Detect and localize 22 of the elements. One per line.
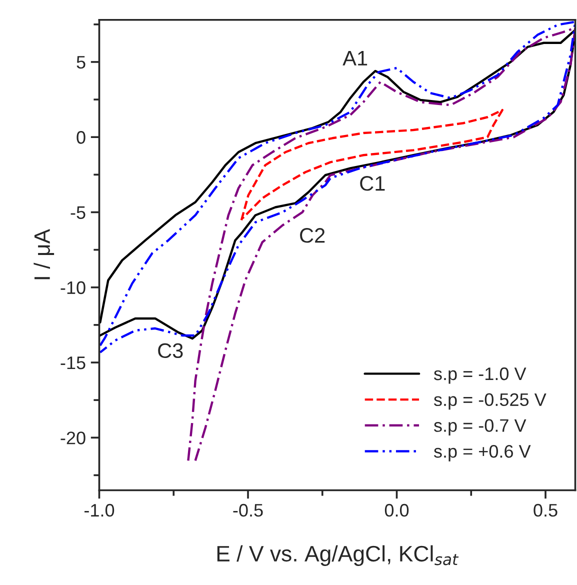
line-series bbox=[187, 26, 576, 462]
y-tick-label: 5 bbox=[76, 56, 86, 69]
x-axis-title: E / V vs. Ag/AgCl, KCl$_{sat}$ bbox=[217, 545, 459, 566]
x-tick-label: -0.5 bbox=[233, 504, 263, 517]
y-tick-label: -20 bbox=[60, 432, 86, 444]
legend-label: s.p = -1.0 V bbox=[434, 367, 526, 384]
x-tick-label: 0.0 bbox=[384, 504, 409, 517]
y-tick-label: 0 bbox=[76, 131, 86, 144]
annotation: C1 bbox=[360, 176, 385, 191]
legend-label: s.p = -0.525 V bbox=[434, 393, 546, 410]
y-tick-label: -15 bbox=[60, 356, 86, 370]
annotation: C2 bbox=[300, 228, 325, 243]
y-tick-label: -5 bbox=[70, 206, 86, 219]
line-series bbox=[240, 108, 504, 222]
y-axis-title: I / μA bbox=[34, 228, 54, 280]
annotation: A1 bbox=[342, 51, 368, 66]
legend-label: s.p = -0.7 V bbox=[434, 419, 526, 436]
x-tick-label: 0.5 bbox=[534, 504, 558, 517]
legend-label: s.p = +0.6 V bbox=[434, 444, 531, 462]
annotation: C3 bbox=[158, 343, 183, 358]
y-tick-label: -10 bbox=[60, 281, 86, 294]
x-tick-label: -1.0 bbox=[84, 504, 114, 517]
